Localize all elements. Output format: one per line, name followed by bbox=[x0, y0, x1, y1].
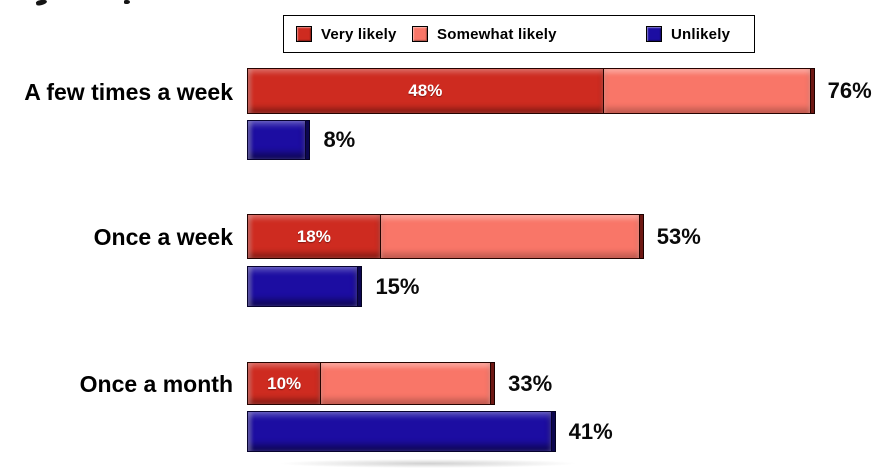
legend-item-very-likely: Very likely bbox=[296, 16, 397, 52]
unlikely-bar-row: 15% bbox=[247, 266, 419, 307]
bar-segment-somewhat-likely bbox=[379, 214, 640, 259]
stacked-bar-row: 48% 76% bbox=[247, 68, 872, 114]
segment-value-label: 18% bbox=[296, 226, 331, 246]
legend-swatch-unlikely bbox=[646, 26, 662, 42]
bar-segment-somewhat-likely bbox=[320, 362, 492, 405]
bar-segment-somewhat-likely bbox=[602, 68, 811, 114]
bar-segment-very-likely: 48% bbox=[247, 68, 604, 114]
bar-segment-unlikely bbox=[247, 411, 552, 452]
cropped-title-fragment bbox=[124, 0, 130, 4]
total-value-label: 76% bbox=[827, 78, 872, 103]
legend-label: Unlikely bbox=[671, 25, 731, 43]
legend-item-somewhat-likely: Somewhat likely bbox=[412, 16, 557, 52]
bar-segment-very-likely: 10% bbox=[247, 362, 322, 405]
legend-label: Very likely bbox=[321, 25, 397, 43]
legend-swatch-somewhat-likely bbox=[412, 26, 428, 42]
stacked-bar-row: 10% 33% bbox=[247, 362, 552, 405]
legend-item-unlikely: Unlikely bbox=[646, 16, 730, 52]
segment-value-label: 48% bbox=[408, 81, 443, 100]
total-value-label: 53% bbox=[656, 223, 701, 249]
legend-label: Somewhat likely bbox=[437, 25, 557, 43]
category-label: A few times a week bbox=[24, 79, 233, 105]
bar-segment-very-likely: 18% bbox=[247, 214, 381, 259]
category-label: Once a month bbox=[79, 371, 233, 397]
chart-legend: Very likely Somewhat likely Unlikely bbox=[283, 15, 755, 53]
segment-value-label: 10% bbox=[267, 373, 302, 393]
floor-shadow bbox=[278, 459, 578, 468]
legend-swatch-very-likely bbox=[296, 26, 312, 42]
unlikely-value-label: 15% bbox=[375, 273, 420, 299]
unlikely-bar-row: 8% bbox=[247, 120, 355, 160]
bar-segment-unlikely bbox=[247, 266, 359, 307]
unlikely-value-label: 8% bbox=[323, 127, 356, 152]
bar-segment-unlikely bbox=[247, 120, 307, 160]
total-value-label: 33% bbox=[508, 370, 553, 396]
cropped-title-fragment bbox=[35, 0, 48, 7]
category-label: Once a week bbox=[93, 224, 233, 250]
unlikely-bar-row: 41% bbox=[247, 411, 613, 452]
unlikely-value-label: 41% bbox=[568, 418, 613, 444]
stacked-bar-row: 18% 53% bbox=[247, 214, 701, 259]
